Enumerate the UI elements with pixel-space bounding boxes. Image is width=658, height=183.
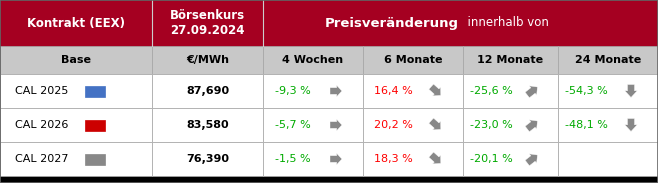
Text: €/MWh: €/MWh xyxy=(186,55,229,65)
Bar xyxy=(152,46,263,74)
Polygon shape xyxy=(624,85,637,98)
Bar xyxy=(263,74,363,108)
Text: -54,3 %: -54,3 % xyxy=(565,86,607,96)
Polygon shape xyxy=(429,118,441,130)
Bar xyxy=(85,119,105,130)
Text: Base: Base xyxy=(61,55,91,65)
Bar xyxy=(558,108,658,142)
Text: 4 Wochen: 4 Wochen xyxy=(282,55,343,65)
Bar xyxy=(263,142,363,176)
Bar xyxy=(263,46,363,74)
Text: -9,3 %: -9,3 % xyxy=(275,86,311,96)
Text: -5,7 %: -5,7 % xyxy=(275,120,311,130)
Bar xyxy=(0,142,152,176)
Bar xyxy=(0,74,152,108)
Text: -1,5 %: -1,5 % xyxy=(275,154,311,164)
Bar xyxy=(558,142,658,176)
Text: Börsenkurs
27.09.2024: Börsenkurs 27.09.2024 xyxy=(170,9,245,37)
Bar xyxy=(152,142,263,176)
Polygon shape xyxy=(330,119,342,131)
Text: 18,3 %: 18,3 % xyxy=(374,154,413,164)
Bar xyxy=(0,46,152,74)
Text: 12 Monate: 12 Monate xyxy=(478,55,544,65)
Polygon shape xyxy=(330,85,342,97)
Bar xyxy=(463,74,558,108)
Text: -20,1 %: -20,1 % xyxy=(470,154,513,164)
Polygon shape xyxy=(429,84,441,96)
Text: CAL 2027: CAL 2027 xyxy=(15,154,68,164)
Text: -48,1 %: -48,1 % xyxy=(565,120,607,130)
Text: 16,4 %: 16,4 % xyxy=(374,86,413,96)
Polygon shape xyxy=(525,154,538,166)
Bar xyxy=(0,108,152,142)
Bar xyxy=(0,0,152,46)
Bar xyxy=(152,108,263,142)
Bar xyxy=(463,46,558,74)
Text: 24 Monate: 24 Monate xyxy=(575,55,641,65)
Bar xyxy=(463,108,558,142)
Text: -23,0 %: -23,0 % xyxy=(470,120,513,130)
Text: 6 Monate: 6 Monate xyxy=(384,55,442,65)
Bar xyxy=(558,46,658,74)
Bar xyxy=(263,0,658,46)
Bar xyxy=(152,74,263,108)
Polygon shape xyxy=(429,152,441,164)
Bar xyxy=(463,142,558,176)
Polygon shape xyxy=(525,120,538,132)
Bar xyxy=(85,85,105,96)
Bar xyxy=(363,74,463,108)
Bar xyxy=(263,108,363,142)
Bar xyxy=(363,46,463,74)
Text: innerhalb von: innerhalb von xyxy=(461,16,549,29)
Text: Kontrakt (EEX): Kontrakt (EEX) xyxy=(27,16,125,29)
Bar xyxy=(363,142,463,176)
Polygon shape xyxy=(525,86,538,98)
Polygon shape xyxy=(624,119,637,132)
Text: -25,6 %: -25,6 % xyxy=(470,86,513,96)
Bar xyxy=(558,74,658,108)
Text: Preisveränderung: Preisveränderung xyxy=(324,16,459,29)
Text: CAL 2026: CAL 2026 xyxy=(15,120,68,130)
Text: 87,690: 87,690 xyxy=(186,86,229,96)
Text: 83,580: 83,580 xyxy=(186,120,229,130)
Text: CAL 2025: CAL 2025 xyxy=(15,86,68,96)
Bar xyxy=(152,0,263,46)
Polygon shape xyxy=(330,153,342,165)
Bar xyxy=(363,108,463,142)
Text: 76,390: 76,390 xyxy=(186,154,229,164)
Bar xyxy=(85,154,105,165)
Text: 20,2 %: 20,2 % xyxy=(374,120,413,130)
